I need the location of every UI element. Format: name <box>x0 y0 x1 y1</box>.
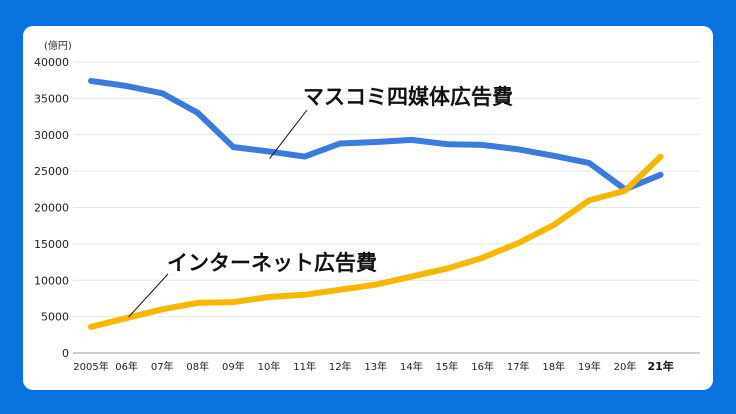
chart-card: 0 5000 10000 15000 20000 25000 30000 35000 40000… <box>23 26 713 390</box>
x-tick-label: 06年 <box>115 360 138 373</box>
y-tick-label: 10000 <box>34 274 69 287</box>
series-lines <box>88 77 664 330</box>
callout-leader-1 <box>128 273 169 318</box>
y-tick-label: 25000 <box>34 165 69 178</box>
line-chart: 0 5000 10000 15000 20000 25000 30000 35000 40000… <box>34 39 700 373</box>
x-tick-label: 18年 <box>542 360 565 373</box>
grid-lines <box>73 61 700 354</box>
series-line-0 <box>88 77 664 193</box>
y-tick-label: 5000 <box>41 311 69 324</box>
y-axis: 0 5000 10000 15000 20000 25000 30000 35000 40000 <box>34 56 69 360</box>
y-tick-label: 30000 <box>34 129 69 142</box>
y-tick-label: 40000 <box>34 56 69 69</box>
x-tick-label: 15年 <box>436 360 459 373</box>
series-label-1: インターネット広告費 <box>167 251 377 275</box>
x-tick-label: 12年 <box>329 360 352 373</box>
x-tick-label: 10年 <box>258 360 281 373</box>
x-tick-label: 19年 <box>578 360 601 373</box>
y-tick-label: 35000 <box>34 92 69 105</box>
x-tick-label: 14年 <box>400 360 423 373</box>
x-tick-label: 17年 <box>507 360 530 373</box>
x-tick-label: 2005年 <box>73 360 108 373</box>
x-tick-label: 21年 <box>647 359 673 373</box>
x-axis: 2005年 06年 07年 08年 09年 10年 11年 12年 13年 14年 15年 16年 17… <box>73 359 673 373</box>
y-tick-label: 15000 <box>34 238 69 251</box>
series-label-0: マスコミ四媒体広告費 <box>303 85 513 109</box>
x-tick-label: 13年 <box>364 360 387 373</box>
x-tick-label: 07年 <box>151 360 174 373</box>
y-tick-label: 0 <box>62 347 69 360</box>
x-tick-label: 16年 <box>471 360 494 373</box>
x-tick-label: 08年 <box>186 360 209 373</box>
series-line-1 <box>88 153 664 330</box>
x-tick-label: 09年 <box>222 360 245 373</box>
y-tick-label: 20000 <box>34 202 69 215</box>
callout-leader-0 <box>269 109 308 159</box>
unit-label: (億円) <box>44 39 72 52</box>
x-tick-label: 11年 <box>293 360 316 373</box>
x-tick-label: 20年 <box>614 360 637 373</box>
